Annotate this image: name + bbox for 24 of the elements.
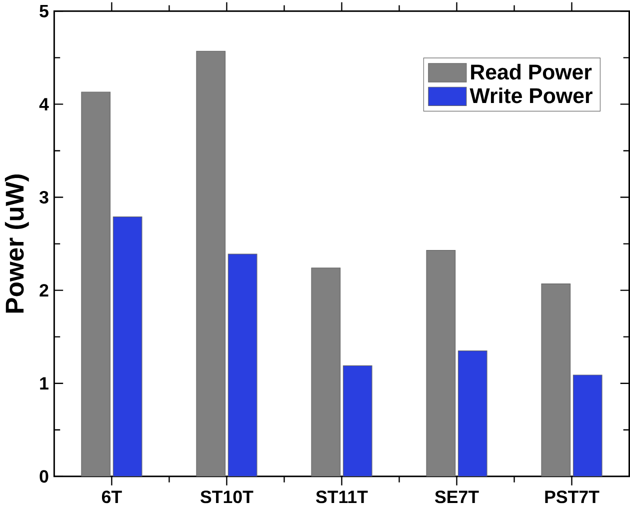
bar [311, 268, 341, 476]
bar [228, 254, 258, 476]
y-axis-title: Power (uW) [4, 174, 29, 313]
x-tick-label: 6T [102, 490, 122, 504]
bar [572, 374, 602, 476]
bar [342, 365, 372, 476]
legend-label: Write Power [470, 88, 592, 104]
bar [426, 250, 456, 476]
x-tick-label: PST7T [545, 490, 600, 504]
y-tick-label: 2 [40, 284, 48, 296]
y-tick-label: 4 [39, 98, 49, 110]
y-tick-label: 0 [40, 470, 48, 483]
y-tick-label: 1 [40, 377, 48, 390]
bar [541, 283, 571, 476]
x-tick-label: SE7T [434, 490, 479, 504]
bar [112, 216, 142, 476]
bar [81, 92, 111, 476]
bar [458, 350, 488, 476]
x-tick-label: ST10T [200, 490, 254, 504]
bar [196, 50, 226, 476]
x-tick-label: ST11T [316, 490, 368, 504]
legend-label: Read Power [471, 64, 592, 80]
y-tick-label: 5 [40, 4, 48, 18]
y-tick-label: 3 [39, 190, 48, 204]
